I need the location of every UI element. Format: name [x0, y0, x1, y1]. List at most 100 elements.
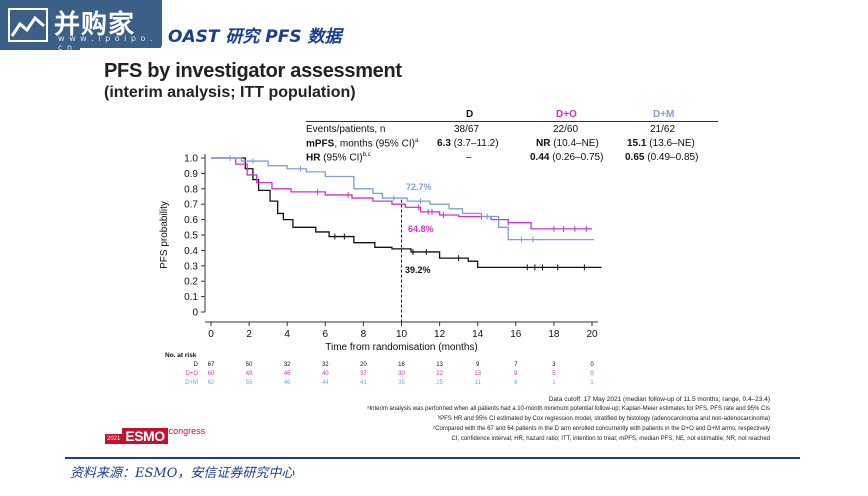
esmo-brand: ESMO: [122, 428, 168, 444]
x-tick-label: 20: [586, 329, 598, 340]
y-tick-label: 0.5: [184, 231, 198, 242]
at-risk-value: 35: [398, 380, 405, 386]
y-tick-label: 0.4: [184, 246, 198, 257]
rate-label-d: 39.2%: [405, 265, 431, 275]
logo-text: 并购家: [54, 10, 136, 40]
at-risk-value: 60: [208, 371, 215, 377]
at-risk-value: 5: [552, 371, 556, 377]
at-risk-value: 3: [552, 362, 556, 368]
cell-hr-d: –: [466, 152, 472, 163]
at-risk-value: 37: [360, 371, 367, 377]
at-risk-value: 44: [322, 380, 329, 386]
column-header-d-o: D+O: [556, 109, 577, 120]
at-risk-value: 20: [360, 362, 367, 368]
at-risk-value: 46: [284, 380, 291, 386]
site-logo: 并购家 w w w . i p o i p o . c n: [0, 0, 162, 52]
x-tick-label: 8: [361, 329, 367, 340]
at-risk-value: 32: [322, 362, 329, 368]
cell-events-d-m: 21/62: [650, 124, 676, 135]
table-divider: [306, 121, 718, 122]
cell-events-d-o: 22/60: [553, 124, 579, 135]
x-tick-label: 18: [548, 329, 560, 340]
at-risk-row-label: D: [194, 362, 199, 368]
footnote-b: ᵇPFS HR and 95% CI estimated by Cox regr…: [437, 416, 770, 422]
at-risk-value: 1: [552, 380, 556, 386]
at-risk-value: 6: [514, 380, 518, 386]
km-curve-d: [211, 157, 602, 268]
cell-hr-d-m: 0.65 (0.49–0.85): [625, 152, 699, 163]
at-risk-value: 50: [246, 362, 253, 368]
slide-title: PFS by investigator assessment: [104, 60, 402, 82]
at-risk-value: 0: [590, 362, 594, 368]
at-risk-value: 9: [476, 362, 480, 368]
cell-events-d: 38/67: [454, 124, 480, 135]
at-risk-value: 62: [208, 380, 215, 386]
y-tick-label: 0.6: [184, 215, 198, 226]
cell-mpfs-d-o: NR (10.4–NE): [536, 138, 599, 149]
at-risk-value: 32: [284, 362, 291, 368]
y-tick-label: 0.7: [184, 200, 198, 211]
source-note: 资料来源：ESMO，安信证券研究中心: [70, 466, 295, 481]
x-tick-label: 2: [246, 329, 252, 340]
at-risk-value: 55: [246, 380, 253, 386]
y-tick-label: 1.0: [184, 154, 198, 165]
at-risk-value: 0: [590, 371, 594, 377]
row-label-events: Events/patients, n: [306, 124, 386, 135]
at-risk-value: 1: [590, 380, 594, 386]
at-risk-title: No. at risk: [165, 352, 197, 359]
x-tick-label: 6: [323, 329, 329, 340]
column-header-d: D: [466, 109, 474, 120]
row-label-hr: HR (95% CI)b,c: [306, 152, 371, 164]
at-risk-value: 25: [436, 380, 443, 386]
at-risk-value: 13: [436, 362, 443, 368]
x-tick-label: 0: [208, 329, 214, 340]
at-risk-value: 22: [436, 371, 443, 377]
y-tick-label: 0.2: [184, 277, 198, 288]
at-risk-value: 49: [246, 371, 253, 377]
x-tick-label: 12: [434, 329, 446, 340]
at-risk-value: 30: [398, 371, 405, 377]
x-tick-label: 14: [472, 329, 484, 340]
cell-mpfs-d-m: 15.1 (13.6–NE): [627, 138, 695, 149]
at-risk-value: 16: [398, 362, 405, 368]
footnote-abbrev: CI, confidence interval; HR, hazard rati…: [451, 436, 770, 442]
x-tick-label: 10: [396, 329, 408, 340]
at-risk-value: 46: [284, 371, 291, 377]
at-risk-value: 7: [514, 362, 518, 368]
cell-mpfs-d: 6.3 (3.7–11.2): [437, 138, 499, 149]
column-header-d-m: D+M: [653, 109, 675, 120]
esmo-year: 2021: [105, 434, 123, 444]
rate-label-d-m: 72.7%: [406, 182, 432, 192]
y-tick-label: 0.9: [184, 169, 198, 180]
at-risk-value: 9: [514, 371, 518, 377]
y-tick-label: 0.1: [184, 292, 198, 303]
page-title: OAST 研究 PFS 数据: [168, 27, 342, 47]
chart-logo-icon: [8, 8, 48, 42]
at-risk-row-label: D+O: [185, 371, 198, 377]
y-tick-label: 0.8: [184, 184, 198, 195]
x-tick-label: 16: [510, 329, 522, 340]
y-tick-label: 0: [192, 308, 198, 319]
x-axis-title: Time from randomisation (months): [325, 342, 477, 353]
row-label-mpfs: mPFS, months (95% CI)a: [306, 138, 419, 150]
at-risk-row-label: D+M: [185, 380, 198, 386]
at-risk-value: 11: [475, 380, 482, 386]
at-risk-value: 40: [322, 371, 329, 377]
esmo-congress: congress: [168, 426, 206, 436]
cell-hr-d-o: 0.44 (0.26–0.75): [530, 152, 604, 163]
bottom-divider: [65, 457, 800, 459]
footnote-a: ᵃInterim analysis was performed when all…: [367, 406, 770, 412]
rate-label-d-o: 64.8%: [408, 224, 434, 234]
y-axis-title: PFS probability: [159, 201, 170, 269]
logo-url: w w w . i p o i p o . c n: [58, 34, 154, 52]
slide-subtitle: (interim analysis; ITT population): [104, 84, 356, 101]
x-tick-label: 4: [284, 329, 290, 340]
esmo-logo: 2021 ESMO congress: [105, 426, 205, 444]
at-risk-value: 67: [208, 362, 215, 368]
footnote-c: ᶜCompared with the 67 and 64 patients in…: [433, 426, 770, 432]
km-curve-d-o: [211, 157, 592, 230]
y-tick-label: 0.3: [184, 261, 198, 272]
at-risk-value: 41: [360, 380, 367, 386]
at-risk-value: 13: [474, 371, 481, 377]
